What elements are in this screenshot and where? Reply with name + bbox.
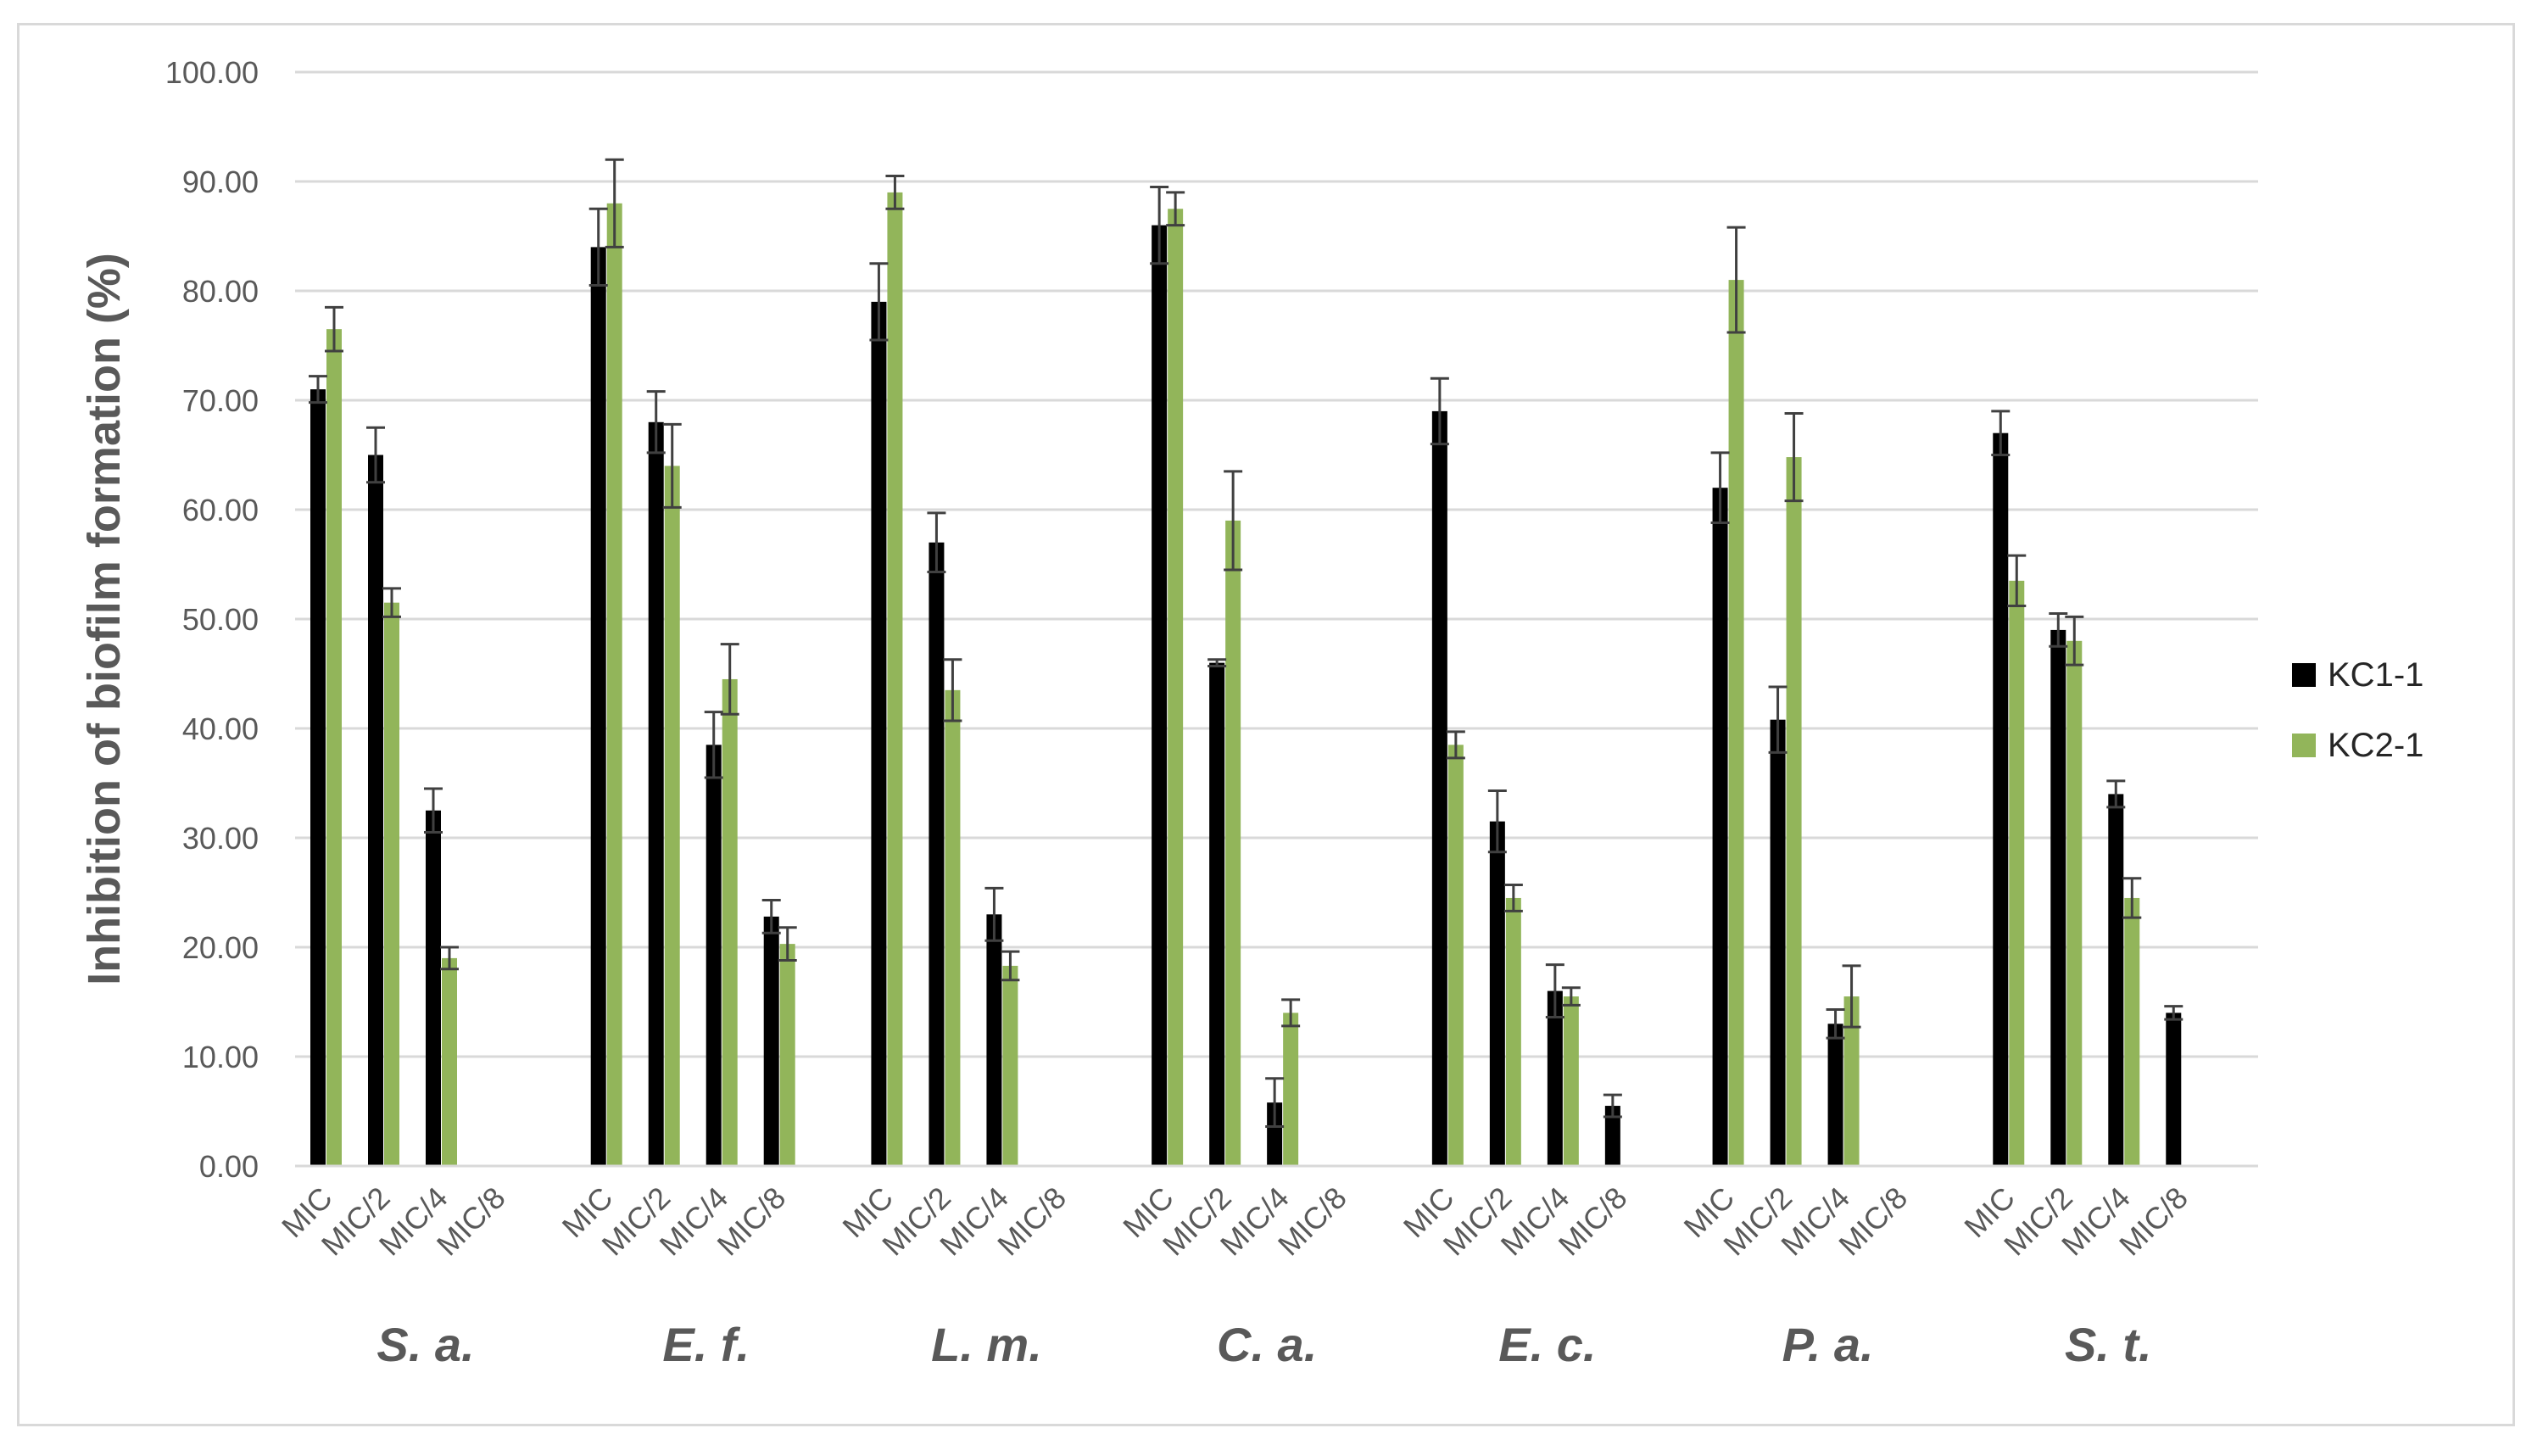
gridlines [295,70,2258,1058]
group-label: S. t. [2065,1318,2152,1371]
x-category-label: MIC/8 [1832,1180,1914,1263]
biofilm-inhibition-chart: 0.00 10.00 20.00 30.00 40.00 50.00 60.00 70.00 8… [79,55,2423,1371]
bar-KC1-1 [1489,821,1505,1166]
y-tick-label: 50.00 [182,602,259,637]
group-label: C. a. [1217,1318,1317,1371]
bar-KC2-1 [1225,520,1241,1166]
bar-KC1-1 [1209,662,1225,1166]
error-bars [309,158,2183,1129]
group-label: E. c. [1498,1318,1596,1371]
y-tick-label: 30.00 [182,821,259,856]
bar-KC2-1 [664,466,680,1166]
bar-KC1-1 [1770,719,1786,1166]
bar-KC2-1 [384,602,399,1166]
bar-KC2-1 [1505,897,1521,1166]
x-category-label: MIC/8 [710,1180,792,1263]
bar-KC2-1 [1002,965,1018,1166]
legend: KC1-1 KC2-1 [2292,656,2423,764]
bar-KC1-1 [368,455,383,1166]
y-tick-label: 0.00 [199,1149,259,1184]
x-category-label: MIC/8 [1552,1180,1634,1263]
bar-KC1-1 [2108,794,2124,1166]
y-tick-label: 20.00 [182,930,259,965]
chart-frame: 0.00 10.00 20.00 30.00 40.00 50.00 60.00 70.00 8… [17,23,2515,1426]
y-tick-label: 60.00 [182,493,259,527]
bar-KC2-1 [2124,897,2140,1166]
bar-KC2-1 [779,944,795,1166]
legend-swatch [2292,663,2316,687]
bar-KC2-1 [2066,640,2083,1166]
axis-labels: 0.00 10.00 20.00 30.00 40.00 50.00 60.00 70.00 8… [165,55,2195,1371]
y-tick-label: 70.00 [182,383,259,418]
bar-KC1-1 [1267,1102,1283,1166]
group-label: L. m. [931,1318,1042,1371]
bar-KC1-1 [1712,488,1728,1166]
bar-KC1-1 [1604,1106,1620,1166]
bar-KC2-1 [1447,745,1464,1166]
bar-KC2-1 [606,203,622,1166]
bar-KC2-1 [1283,1013,1299,1166]
group-label: P. a. [1782,1318,1874,1371]
bar-KC1-1 [2166,1013,2182,1166]
bar-KC2-1 [1168,209,1184,1166]
bar-KC2-1 [1843,996,1860,1166]
bar-KC1-1 [1152,225,1168,1167]
group-label: E. f. [662,1318,750,1371]
y-tick-label: 90.00 [182,165,259,199]
bar-KC1-1 [929,542,945,1166]
legend-label: KC1-1 [2328,656,2423,694]
bar-KC1-1 [1431,410,1447,1166]
bar-KC1-1 [2050,629,2066,1166]
y-tick-label: 100.00 [165,55,259,90]
bar-KC1-1 [310,389,326,1167]
bar-KC2-1 [1786,457,1802,1166]
bar-KC2-1 [442,957,457,1166]
bar-KC2-1 [2009,580,2025,1166]
group-label: S. a. [376,1318,474,1371]
bar-KC1-1 [871,301,887,1166]
x-category-label: MIC/8 [430,1180,512,1263]
bars [310,192,2182,1167]
x-category-label: MIC/8 [990,1180,1073,1263]
bar-KC1-1 [1993,432,2009,1166]
bar-KC1-1 [426,810,441,1166]
bar-KC2-1 [722,678,738,1166]
bar-KC2-1 [1563,996,1579,1166]
bar-KC1-1 [590,247,606,1166]
y-tick-label: 40.00 [182,711,259,746]
bar-KC1-1 [648,421,664,1166]
bar-KC2-1 [887,192,903,1166]
x-category-label: MIC/8 [2112,1180,2195,1263]
legend-swatch [2292,734,2316,757]
bar-KC1-1 [986,914,1002,1166]
bar-KC1-1 [1547,990,1563,1166]
bar-KC1-1 [706,745,722,1166]
bar-KC2-1 [326,329,342,1166]
bar-KC2-1 [1728,280,1744,1167]
y-axis-title: Inhibition of biofilm formation (%) [79,253,130,985]
y-tick-label: 80.00 [182,274,259,309]
bar-KC1-1 [763,916,779,1166]
x-category-label: MIC/8 [1271,1180,1353,1263]
legend-label: KC2-1 [2328,727,2423,764]
y-tick-label: 10.00 [182,1040,259,1074]
bar-KC2-1 [945,689,961,1166]
bar-KC1-1 [1827,1024,1843,1166]
